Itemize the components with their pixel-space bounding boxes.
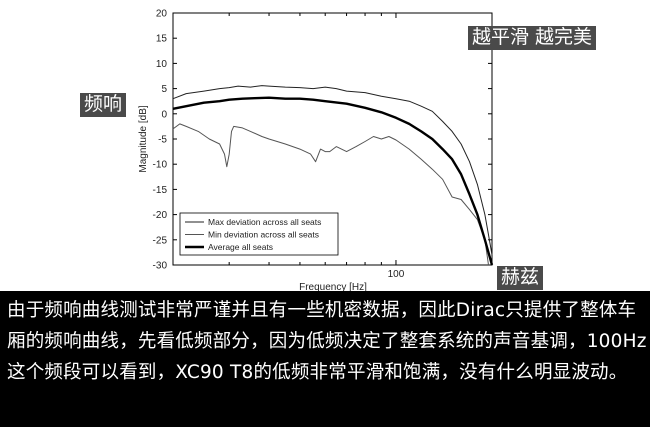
legend-entry: Average all seats bbox=[208, 242, 273, 252]
x-axis-ticks: 100 bbox=[172, 13, 493, 280]
series-layer bbox=[172, 85, 494, 266]
frequency-response-tag: 频响 bbox=[80, 93, 127, 117]
legend-entry: Min deviation across all seats bbox=[208, 230, 319, 240]
hertz-tag: 赫兹 bbox=[497, 266, 544, 290]
y-tick-label: 20 bbox=[156, 9, 168, 20]
legend: Max deviation across all seats Min deviat… bbox=[179, 212, 339, 256]
y-tick-label: 15 bbox=[156, 34, 168, 45]
x-tick-label: 100 bbox=[388, 269, 405, 280]
series-line-2 bbox=[172, 123, 489, 266]
y-tick-label: -30 bbox=[153, 261, 168, 272]
y-tick-label: 10 bbox=[156, 59, 168, 70]
y-tick-label: -5 bbox=[158, 135, 167, 146]
y-tick-label: -15 bbox=[153, 185, 168, 196]
caption-panel: 由于频响曲线测试非常严谨并且有一些机密数据，因此Dirac只提供了整体车厢的频响… bbox=[0, 291, 650, 427]
series-line-1 bbox=[172, 85, 493, 255]
y-tick-label: -20 bbox=[153, 210, 168, 221]
series-line-3 bbox=[172, 96, 494, 266]
y-tick-label: -10 bbox=[153, 160, 168, 171]
y-axis-label: Magnitude [dB] bbox=[138, 105, 149, 172]
x-axis-label: Frequency [Hz] bbox=[299, 282, 367, 293]
y-tick-label: -25 bbox=[153, 235, 168, 246]
y-axis-ticks: 20 15 10 5 0 -5 -10 -15 -20 -25 -30 bbox=[153, 9, 492, 272]
caption-text: 由于频响曲线测试非常严谨并且有一些机密数据，因此Dirac只提供了整体车厢的频响… bbox=[7, 300, 647, 383]
y-tick-label: 0 bbox=[161, 109, 167, 120]
legend-box bbox=[179, 212, 339, 256]
y-tick-label: 5 bbox=[161, 84, 167, 95]
legend-entry: Max deviation across all seats bbox=[208, 217, 321, 227]
smooth-tag: 越平滑 越完美 bbox=[468, 26, 597, 50]
